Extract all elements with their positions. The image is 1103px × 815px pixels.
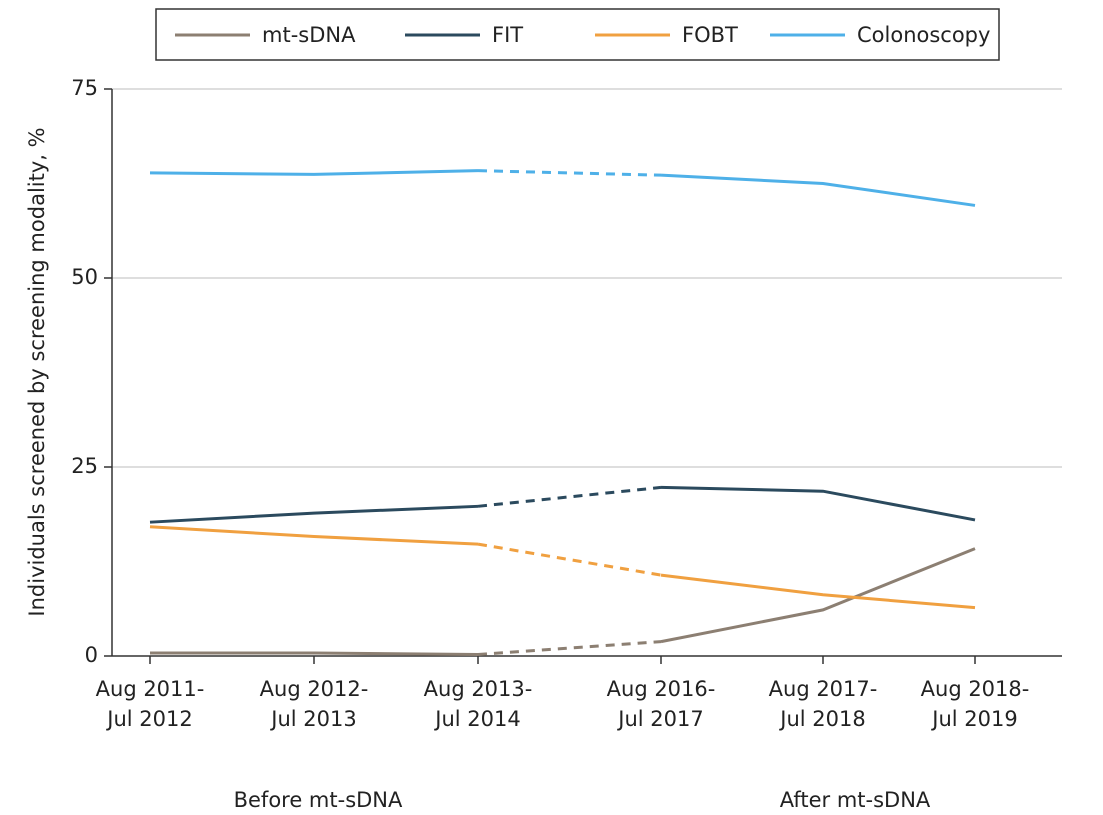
- x-tick-label: Jul 2019: [930, 707, 1017, 731]
- series-line: [660, 173, 976, 207]
- series-line: [660, 485, 976, 522]
- series-line: [477, 640, 662, 656]
- x-tick-label: Aug 2012-: [260, 677, 369, 701]
- y-tick-label: 0: [85, 643, 98, 667]
- series-line: [477, 169, 662, 177]
- group-label: After mt-sDNA: [780, 788, 931, 812]
- series-line: [149, 504, 479, 524]
- series-line: [660, 547, 976, 644]
- series-line: [660, 573, 976, 610]
- series-line: [477, 485, 662, 508]
- legend-label: Colonoscopy: [857, 23, 990, 47]
- legend-label: mt-sDNA: [262, 23, 356, 47]
- y-axis-label: Individuals screened by screening modali…: [25, 127, 49, 616]
- x-tick-label: Aug 2011-: [96, 677, 205, 701]
- y-tick-label: 25: [71, 454, 98, 478]
- series-line: [149, 525, 479, 546]
- series-line: [477, 542, 662, 577]
- legend-box: [155, 8, 1000, 61]
- group-label: Before mt-sDNA: [234, 788, 403, 812]
- y-tick-label: 50: [71, 265, 98, 289]
- x-tick-label: Jul 2017: [616, 707, 703, 731]
- y-tick-label: 75: [71, 76, 98, 100]
- x-tick-label: Aug 2016-: [607, 677, 716, 701]
- x-tick-label: Jul 2012: [105, 707, 192, 731]
- x-tick-label: Jul 2014: [433, 707, 520, 731]
- series-line: [150, 651, 479, 656]
- series-line: [149, 169, 479, 176]
- x-tick-label: Aug 2017-: [769, 677, 878, 701]
- legend-label: FIT: [492, 23, 523, 47]
- x-tick-label: Jul 2018: [778, 707, 865, 731]
- x-tick-label: Aug 2013-: [424, 677, 533, 701]
- x-tick-label: Aug 2018-: [921, 677, 1030, 701]
- legend-label: FOBT: [682, 23, 738, 47]
- x-tick-label: Jul 2013: [269, 707, 356, 731]
